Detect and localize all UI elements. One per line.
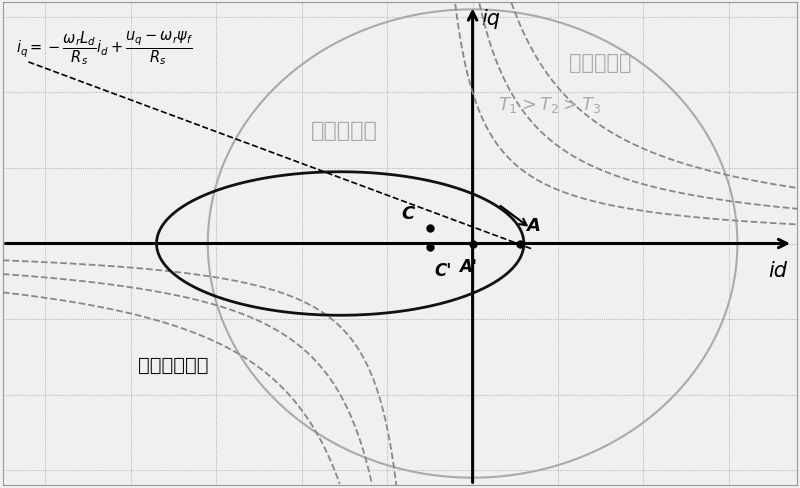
Text: 电流极限圆: 电流极限圆 bbox=[311, 121, 378, 141]
Text: $i_q = -\dfrac{\omega_r L_d}{R_s}i_d + \dfrac{u_q - \omega_r \psi_f}{R_s}$: $i_q = -\dfrac{\omega_r L_d}{R_s}i_d + \… bbox=[15, 29, 193, 67]
Text: 电压极限椭圆: 电压极限椭圆 bbox=[138, 355, 209, 374]
Text: 恒转矩曲线: 恒转矩曲线 bbox=[570, 53, 632, 73]
Text: iq: iq bbox=[481, 9, 500, 29]
Text: C: C bbox=[402, 205, 414, 223]
Text: id: id bbox=[768, 261, 787, 281]
Text: $T_1>T_2>T_3$: $T_1>T_2>T_3$ bbox=[498, 95, 601, 115]
Text: A: A bbox=[526, 217, 540, 235]
Text: A': A' bbox=[459, 258, 478, 276]
Text: C': C' bbox=[434, 262, 451, 279]
